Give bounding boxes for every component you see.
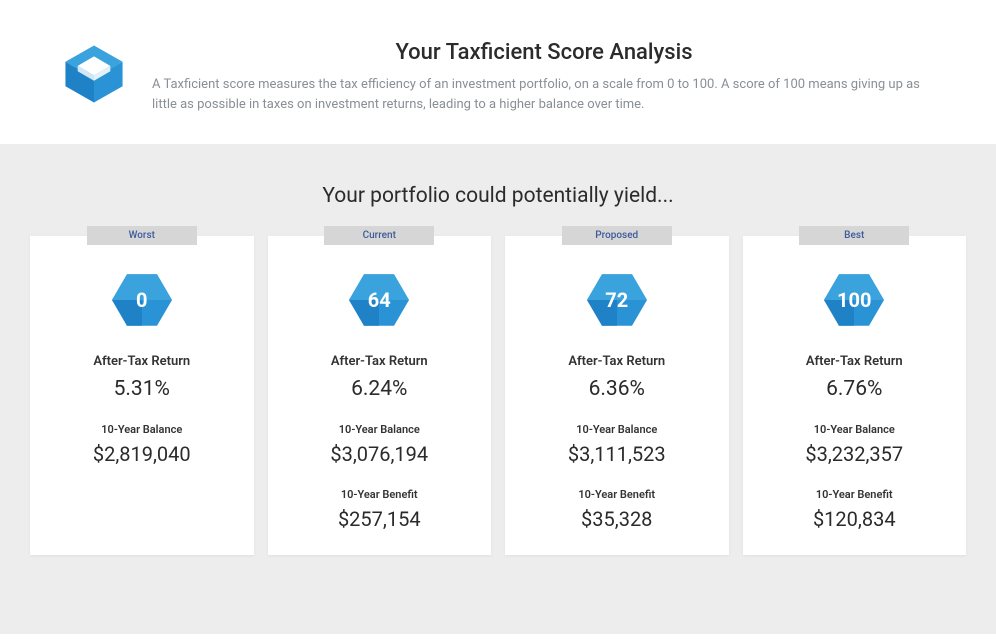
header-section: Your Taxficient Score Analysis A Taxfici… [0, 0, 996, 144]
after-tax-return-label: After-Tax Return [46, 354, 238, 369]
after-tax-return-value: 6.24% [284, 377, 476, 401]
ten-year-balance-value: $2,819,040 [46, 442, 238, 466]
header-text-block: Your Taxficient Score Analysis A Taxfici… [152, 40, 936, 114]
ten-year-benefit-label: 10-Year Benefit [759, 488, 951, 501]
ten-year-benefit-value: $257,154 [284, 507, 476, 531]
ten-year-benefit-label: 10-Year Benefit [284, 488, 476, 501]
page-title: Your Taxficient Score Analysis [152, 40, 936, 65]
after-tax-return-value: 6.76% [759, 377, 951, 401]
ten-year-balance-label: 10-Year Balance [46, 423, 238, 436]
scenario-card-current: Current 64 After-Tax Return 6.24% 10-Yea… [268, 236, 492, 555]
ten-year-balance-label: 10-Year Balance [759, 423, 951, 436]
ten-year-balance-value: $3,111,523 [521, 442, 713, 466]
scenario-label: Best [799, 226, 909, 245]
ten-year-balance-value: $3,076,194 [284, 442, 476, 466]
ten-year-balance-value: $3,232,357 [759, 442, 951, 466]
score-hexagon-icon: 0 [112, 274, 172, 326]
ten-year-balance-label: 10-Year Balance [284, 423, 476, 436]
page-description: A Taxficient score measures the tax effi… [152, 75, 936, 114]
scenario-label: Worst [87, 226, 197, 245]
scenario-card-worst: Worst 0 After-Tax Return 5.31% 10-Year B… [30, 236, 254, 555]
scenario-label: Proposed [562, 226, 672, 245]
score-value: 0 [136, 288, 147, 312]
yield-title: Your portfolio could potentially yield..… [30, 184, 966, 208]
scenario-card-proposed: Proposed 72 After-Tax Return 6.36% 10-Ye… [505, 236, 729, 555]
ten-year-benefit-value: $35,328 [521, 507, 713, 531]
ten-year-benefit-label: 10-Year Benefit [521, 488, 713, 501]
scenario-label: Current [324, 226, 434, 245]
portfolio-yield-section: Your portfolio could potentially yield..… [0, 144, 996, 634]
scenario-card-best: Best 100 After-Tax Return 6.76% 10-Year … [743, 236, 967, 555]
score-value: 64 [368, 288, 391, 312]
score-hexagon-icon: 100 [824, 274, 884, 326]
cards-row: Worst 0 After-Tax Return 5.31% 10-Year B… [30, 236, 966, 555]
after-tax-return-label: After-Tax Return [759, 354, 951, 369]
taxficient-logo-icon [60, 40, 128, 108]
after-tax-return-value: 5.31% [46, 377, 238, 401]
after-tax-return-label: After-Tax Return [521, 354, 713, 369]
ten-year-benefit-value: $120,834 [759, 507, 951, 531]
ten-year-balance-label: 10-Year Balance [521, 423, 713, 436]
after-tax-return-label: After-Tax Return [284, 354, 476, 369]
after-tax-return-value: 6.36% [521, 377, 713, 401]
score-value: 100 [837, 288, 871, 312]
score-hexagon-icon: 64 [349, 274, 409, 326]
score-hexagon-icon: 72 [587, 274, 647, 326]
score-value: 72 [605, 288, 628, 312]
